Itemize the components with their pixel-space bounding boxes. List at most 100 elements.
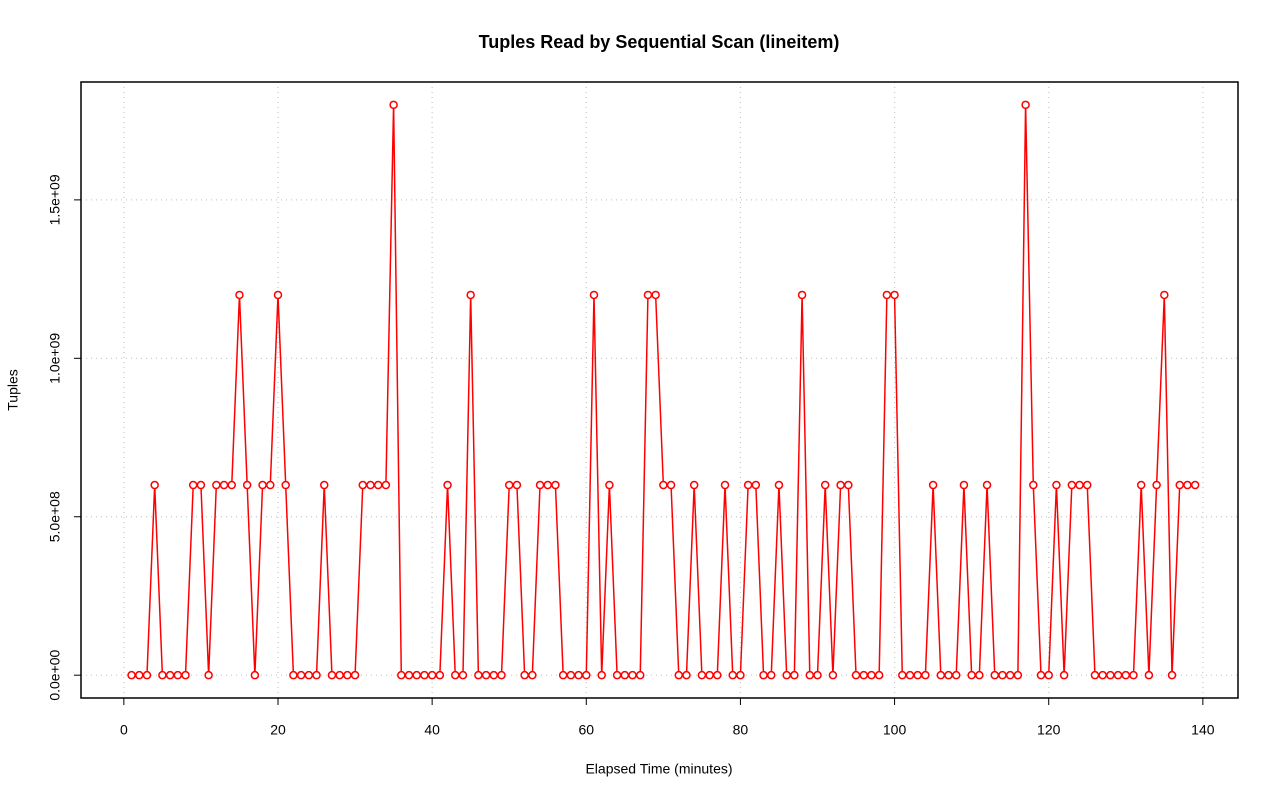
- data-point: [1183, 480, 1192, 490]
- data-point: [612, 670, 622, 680]
- x-tick-label: 0: [120, 722, 128, 738]
- data-point: [1106, 670, 1115, 680]
- data-point: [566, 670, 576, 680]
- data-point: [1005, 670, 1015, 680]
- data-point: [751, 480, 761, 490]
- data-point: [1113, 670, 1123, 680]
- data-point: [998, 670, 1007, 680]
- data-point: [898, 670, 907, 680]
- data-point: [212, 480, 221, 490]
- data-point: [689, 480, 699, 490]
- data-point: [1013, 670, 1023, 680]
- data-point: [181, 670, 190, 680]
- data-point: [520, 670, 529, 680]
- data-point: [874, 670, 884, 680]
- data-point: [219, 480, 229, 490]
- data-point: [1098, 670, 1107, 680]
- data-point: [528, 670, 537, 680]
- data-point: [420, 670, 429, 680]
- data-point: [713, 670, 722, 680]
- data-point: [1059, 670, 1069, 680]
- data-point: [142, 670, 152, 680]
- data-point: [504, 480, 514, 490]
- data-point: [1136, 480, 1146, 490]
- data-point: [728, 670, 737, 680]
- data-point: [851, 670, 861, 680]
- data-point: [150, 480, 159, 490]
- data-point: [358, 480, 368, 490]
- data-point: [173, 670, 183, 680]
- data-point: [582, 670, 591, 680]
- data-point: [736, 670, 745, 680]
- y-tick-label: 5.0e+08: [47, 491, 63, 542]
- data-point: [805, 670, 815, 680]
- data-point: [597, 670, 606, 680]
- data-point: [574, 670, 583, 680]
- data-point: [605, 480, 614, 490]
- data-point: [1144, 670, 1154, 680]
- data-point: [497, 670, 506, 680]
- data-point: [635, 670, 645, 680]
- data-point: [1121, 670, 1131, 680]
- data-point: [427, 670, 437, 680]
- x-axis-label: Elapsed Time (minutes): [585, 761, 732, 777]
- data-point: [774, 480, 784, 490]
- data-point: [1167, 670, 1177, 680]
- data-point: [589, 290, 599, 300]
- chart-title: Tuples Read by Sequential Scan (lineitem…: [479, 32, 840, 52]
- data-point: [697, 670, 707, 680]
- data-point: [281, 480, 290, 490]
- data-point: [1175, 480, 1184, 490]
- data-point: [782, 670, 791, 680]
- data-point: [813, 670, 822, 680]
- data-point: [705, 670, 714, 680]
- data-point: [967, 670, 976, 680]
- data-point: [474, 670, 483, 680]
- data-point: [350, 670, 360, 680]
- data-point: [1190, 480, 1200, 490]
- x-tick-label: 40: [424, 722, 440, 738]
- data-point: [936, 670, 946, 680]
- data-point: [389, 100, 398, 110]
- data-point: [304, 670, 314, 680]
- data-point: [543, 480, 552, 490]
- data-point: [1082, 480, 1092, 490]
- data-point: [381, 480, 391, 490]
- data-point: [558, 670, 568, 680]
- data-point: [1067, 480, 1077, 490]
- x-tick-label: 100: [883, 722, 907, 738]
- data-point: [1036, 670, 1046, 680]
- data-point: [820, 480, 830, 490]
- data-point: [651, 290, 660, 300]
- data-point: [397, 670, 406, 680]
- data-point: [666, 480, 676, 490]
- data-point: [466, 290, 475, 300]
- data-point: [127, 670, 136, 680]
- data-point: [743, 480, 753, 490]
- data-point: [836, 480, 845, 490]
- data-point: [458, 670, 468, 680]
- data-point: [921, 670, 930, 680]
- y-tick-label: 0.0e+00: [47, 649, 63, 700]
- data-point: [1090, 670, 1100, 680]
- data-point: [1129, 670, 1138, 680]
- data-point: [975, 670, 984, 680]
- data-point: [489, 670, 499, 680]
- data-point: [682, 670, 691, 680]
- data-point: [242, 480, 252, 490]
- data-point: [659, 480, 668, 490]
- data-point: [319, 480, 329, 490]
- data-point: [620, 670, 630, 680]
- data-point: [250, 670, 260, 680]
- data-point: [481, 670, 491, 680]
- data-point: [867, 670, 876, 680]
- data-point: [1029, 480, 1038, 490]
- data-point: [235, 290, 244, 300]
- data-point: [890, 290, 899, 300]
- y-tick-label: 1.5e+09: [47, 174, 63, 225]
- y-axis-label: Tuples: [5, 369, 21, 411]
- data-point: [928, 480, 938, 490]
- data-point: [1152, 480, 1161, 490]
- x-tick-label: 20: [270, 722, 286, 738]
- data-point: [135, 670, 144, 680]
